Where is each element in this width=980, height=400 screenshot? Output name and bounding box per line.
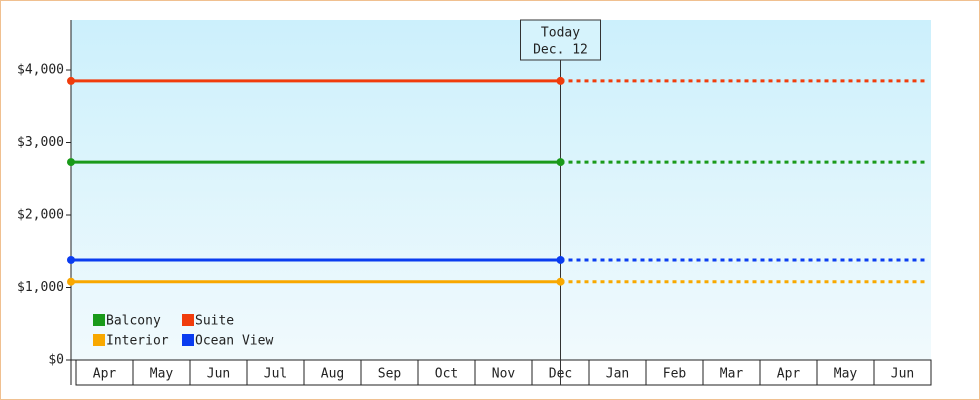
y-tick-label: $3,000 xyxy=(17,135,64,150)
x-axis-strip xyxy=(75,359,932,386)
x-tick-label: Feb xyxy=(663,367,687,382)
x-tick-label: Sep xyxy=(378,367,402,382)
point xyxy=(556,76,565,85)
point xyxy=(67,277,75,286)
legend-label: Interior xyxy=(106,334,169,349)
x-tick-label: Jan xyxy=(606,367,629,382)
x-tick-label: Nov xyxy=(492,367,516,382)
y-tick-label: $4,000 xyxy=(17,63,64,78)
plot-area xyxy=(71,20,931,360)
today-label: Dec. 12 xyxy=(533,43,588,58)
y-tick-label: $0 xyxy=(48,353,64,368)
x-tick-label: Mar xyxy=(720,367,744,382)
legend-swatch xyxy=(93,314,105,326)
x-tick-label: May xyxy=(150,367,174,382)
x-tick-label: Apr xyxy=(777,367,801,382)
x-tick-label: Jun xyxy=(891,367,914,382)
today-label: Today xyxy=(541,26,580,41)
point xyxy=(556,158,565,167)
point xyxy=(67,255,75,264)
point xyxy=(67,76,75,85)
legend-swatch xyxy=(93,334,105,346)
x-tick-label: Jul xyxy=(264,367,287,382)
x-tick-label: Aug xyxy=(321,367,344,382)
legend-swatch xyxy=(182,314,194,326)
point xyxy=(556,255,565,264)
x-tick-label: Oct xyxy=(435,367,458,382)
x-tick-label: May xyxy=(834,367,858,382)
today-box xyxy=(520,19,601,61)
point xyxy=(67,158,75,167)
x-tick-label: Apr xyxy=(93,367,117,382)
y-tick-label: $1,000 xyxy=(17,280,64,295)
legend-label: Balcony xyxy=(106,314,161,329)
legend-label: Ocean View xyxy=(195,334,273,349)
legend-swatch xyxy=(182,334,194,346)
x-tick-label: Jun xyxy=(207,367,230,382)
y-tick-label: $2,000 xyxy=(17,208,64,223)
point xyxy=(556,277,565,286)
legend-label: Suite xyxy=(195,314,234,329)
